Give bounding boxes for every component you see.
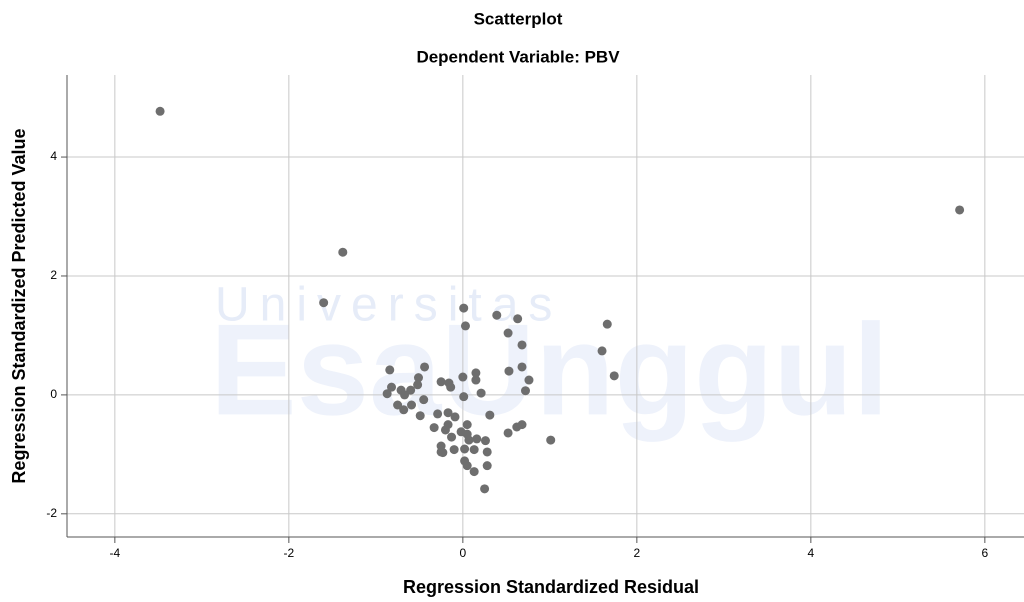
point (518, 420, 527, 429)
point (504, 367, 513, 376)
y-tick-label: 0 (50, 387, 57, 401)
point (450, 445, 459, 454)
point (598, 346, 607, 355)
point (447, 433, 456, 442)
point (463, 420, 472, 429)
y-tick-label: 4 (50, 149, 57, 163)
x-tick-label: 2 (634, 546, 641, 560)
point (464, 436, 473, 445)
point (400, 390, 409, 399)
point (480, 484, 489, 493)
point (472, 434, 481, 443)
point (521, 386, 530, 395)
point (955, 205, 964, 214)
point (485, 411, 494, 420)
point (603, 320, 612, 329)
point (430, 423, 439, 432)
point (459, 304, 468, 313)
point (385, 365, 394, 374)
watermark: EsaUnggul (210, 296, 889, 442)
point (470, 467, 479, 476)
point (470, 445, 479, 454)
point (483, 461, 492, 470)
point (463, 461, 472, 470)
point (610, 371, 619, 380)
x-tick-label: -4 (110, 546, 121, 560)
point (477, 389, 486, 398)
point (546, 436, 555, 445)
x-tick-label: -2 (284, 546, 295, 560)
point (471, 376, 480, 385)
point (458, 373, 467, 382)
point (437, 377, 446, 386)
chart-subtitle: Dependent Variable: PBV (416, 47, 620, 66)
point (524, 376, 533, 385)
point (433, 409, 442, 418)
y-tick-label: -2 (46, 506, 57, 520)
point (492, 311, 501, 320)
point (518, 340, 527, 349)
point (156, 107, 165, 116)
point (416, 411, 425, 420)
point (504, 428, 513, 437)
point (460, 445, 469, 454)
chart-title: Scatterplot (474, 9, 563, 28)
point (518, 362, 527, 371)
point (483, 447, 492, 456)
point (437, 447, 446, 456)
point (459, 392, 468, 401)
x-axis-title: Regression Standardized Residual (403, 577, 699, 597)
point (481, 436, 490, 445)
y-axis-title: Regression Standardized Predicted Value (9, 128, 29, 483)
point (319, 298, 328, 307)
point (407, 401, 416, 410)
x-tick-label: 4 (808, 546, 815, 560)
point (383, 389, 392, 398)
point (446, 383, 455, 392)
x-tick-label: 0 (460, 546, 467, 560)
point (451, 412, 460, 421)
point (399, 405, 408, 414)
point (441, 425, 450, 434)
chart: Universitas EsaUnggul Scatterplot Depend… (0, 0, 1024, 602)
point (504, 329, 513, 338)
point (513, 314, 522, 323)
point (461, 321, 470, 330)
point (419, 395, 428, 404)
point (420, 362, 429, 371)
point (338, 248, 347, 257)
y-tick-label: 2 (50, 268, 57, 282)
x-tick-label: 6 (982, 546, 989, 560)
